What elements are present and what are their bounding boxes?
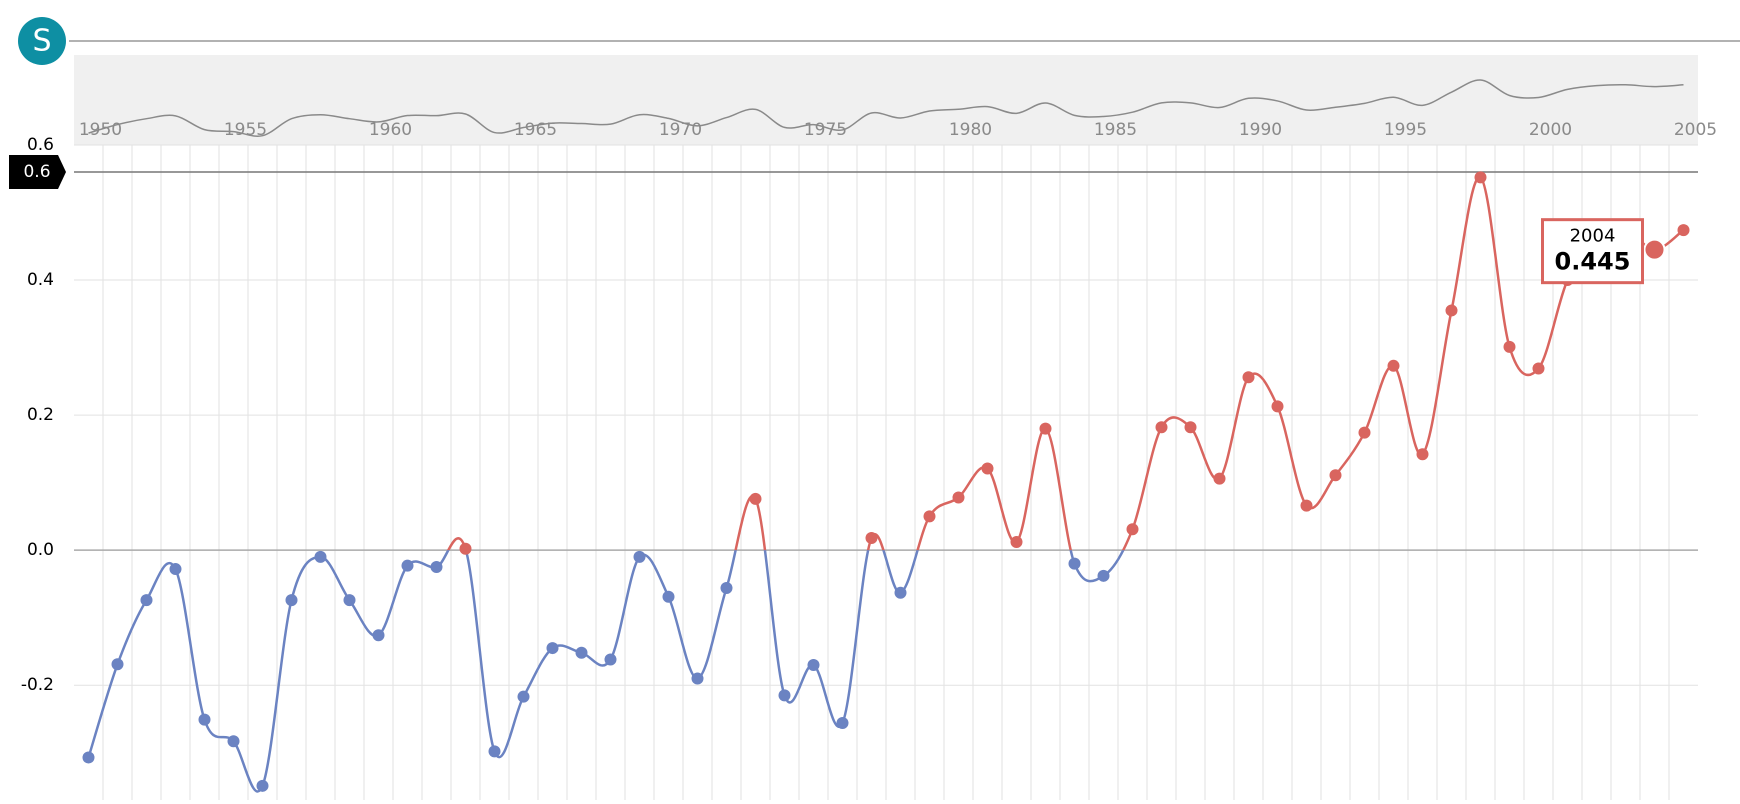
- tooltip-value: 0.445: [1555, 248, 1631, 276]
- data-point: [82, 751, 95, 764]
- data-point: [1242, 371, 1255, 384]
- data-point: [1358, 426, 1371, 439]
- data-point: [111, 658, 124, 671]
- data-point: [952, 491, 965, 504]
- data-point: [691, 672, 704, 685]
- data-point: [981, 462, 994, 475]
- data-point: [314, 550, 327, 563]
- data-point: [1155, 421, 1168, 434]
- data-point: [749, 492, 762, 505]
- y-tick-label: 0.0: [27, 540, 54, 560]
- data-point: [343, 594, 356, 607]
- data-point: [256, 779, 269, 792]
- data-point: [430, 561, 443, 574]
- scrollbar-tick-label: 1975: [804, 120, 847, 140]
- data-point: [836, 717, 849, 730]
- data-point: [401, 559, 414, 572]
- data-point: [1445, 304, 1458, 317]
- data-point: [140, 594, 153, 607]
- scrollbar-tick-label: 2005: [1674, 120, 1717, 140]
- data-point: [1097, 569, 1110, 582]
- data-point: [546, 642, 559, 655]
- logo-letter: S: [32, 24, 51, 59]
- data-point: [1213, 472, 1226, 485]
- data-point: [1474, 171, 1487, 184]
- data-point: [662, 590, 675, 603]
- cursor-badge: [9, 155, 66, 190]
- data-point: [575, 646, 588, 659]
- scrollbar[interactable]: [74, 55, 1698, 145]
- data-point: [1503, 340, 1516, 353]
- data-point: [372, 629, 385, 642]
- scrollbar-tick-label: 1965: [514, 120, 557, 140]
- data-point: [1271, 400, 1284, 413]
- data-point: [1416, 448, 1429, 461]
- cursor-label: 0.6: [23, 162, 50, 182]
- data-point: [169, 563, 182, 576]
- scrollbar-tick-label: 1960: [369, 120, 412, 140]
- data-point: [459, 542, 472, 555]
- data-point: [1010, 536, 1023, 549]
- data-point: [198, 713, 211, 726]
- scrollbar-tick-label: 1970: [659, 120, 702, 140]
- data-point: [517, 690, 530, 703]
- data-point: [633, 550, 646, 563]
- logo[interactable]: [18, 17, 66, 65]
- y-tick-label: 0.2: [27, 405, 54, 425]
- data-point: [1532, 362, 1545, 375]
- data-point: [778, 689, 791, 702]
- tooltip-year: 2004: [1570, 226, 1616, 247]
- data-point: [807, 658, 820, 671]
- data-point: [227, 735, 240, 748]
- scrollbar-tick-label: 1980: [949, 120, 992, 140]
- scrollbar-tick-label: 1950: [79, 120, 122, 140]
- scrollbar-tick-label: 1990: [1239, 120, 1282, 140]
- data-point: [488, 745, 501, 758]
- scrollbar-line: [88, 79, 1684, 137]
- data-point: [1184, 421, 1197, 434]
- data-point: [285, 594, 298, 607]
- data-point: [1329, 469, 1342, 482]
- data-point: [720, 581, 733, 594]
- y-tick-label: 0.4: [27, 270, 54, 290]
- data-point: [923, 510, 936, 523]
- data-point: [1387, 359, 1400, 372]
- data-point: [1677, 224, 1690, 237]
- line-negative: [87, 550, 1125, 793]
- data-point: [1068, 557, 1081, 570]
- scrollbar-tick-label: 1995: [1384, 120, 1427, 140]
- scrollbar-tick-label: 1985: [1094, 120, 1137, 140]
- scrollbar-tick-label: 2000: [1529, 120, 1572, 140]
- data-point: [894, 586, 907, 599]
- data-point: [1126, 523, 1139, 536]
- y-tick-label: -0.2: [21, 675, 54, 695]
- data-point: [1300, 499, 1313, 512]
- tooltip: [1541, 218, 1644, 285]
- data-point: [604, 653, 617, 666]
- data-point: [1643, 238, 1666, 261]
- y-tick-label: 0.6: [27, 135, 54, 155]
- data-point: [1039, 422, 1052, 435]
- scrollbar-tick-label: 1955: [224, 120, 267, 140]
- data-point: [865, 532, 878, 544]
